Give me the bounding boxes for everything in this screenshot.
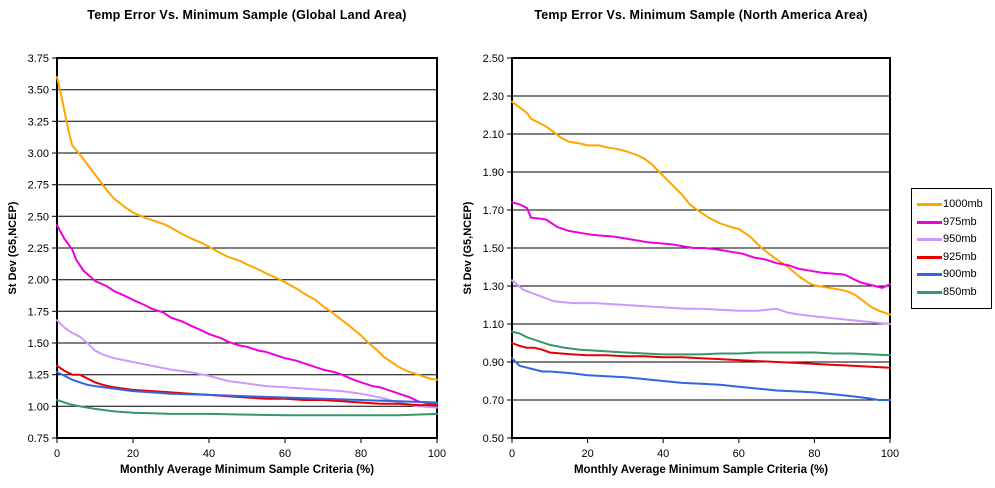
- legend-item-1000mb: 1000mb: [917, 196, 988, 214]
- y-tick-label: 2.75: [28, 180, 49, 192]
- legend-label: 850mb: [943, 285, 977, 298]
- legend-label: 1000mb: [943, 198, 983, 211]
- left-chart-x-axis-label: Monthly Average Minimum Sample Criteria …: [119, 464, 375, 476]
- right-chart-canvas: 2.50 2.30 2.10 1.90 1.70 1.50 1.30 1.10 0.90 0.70…: [483, 53, 900, 460]
- plot-border: [56, 57, 438, 439]
- x-tick-label: 20: [581, 448, 593, 460]
- legend-line-swatch-975mb: [917, 220, 942, 224]
- y-tick-label: 2.50: [483, 53, 504, 65]
- series-line-975mb: [56, 224, 438, 405]
- x-tick-label: 40: [657, 448, 669, 460]
- y-tick-label: 3.00: [28, 148, 49, 160]
- series-line-925mb: [511, 342, 891, 369]
- left-chart-title: Temp Error Vs. Minimum Sample (Global La…: [87, 8, 407, 22]
- legend-line-swatch-925mb: [917, 255, 942, 259]
- x-tick-label: 60: [733, 448, 745, 460]
- y-tick-label: 1.25: [28, 370, 49, 382]
- y-tick-label: 2.50: [28, 211, 49, 223]
- x-tick-label: 80: [355, 448, 367, 460]
- series-line-1000mb: [56, 76, 438, 381]
- series-line-975mb: [511, 201, 891, 289]
- y-tick-label: 2.00: [28, 275, 49, 287]
- y-tick-label: 1.70: [483, 205, 504, 217]
- legend-line-swatch-950mb: [917, 238, 942, 242]
- x-tick-label: 40: [203, 448, 215, 460]
- y-tick-label: 1.10: [483, 319, 504, 331]
- y-tick-label: 1.90: [483, 167, 504, 179]
- legend-item-925mb: 925mb: [917, 249, 988, 267]
- left-chart-canvas: 3.75 3.50 3.25 3.00 2.75 2.50 2.25 2.00 1.75 1.50…: [28, 53, 447, 460]
- legend-label: 950mb: [943, 233, 977, 246]
- legend-item-850mb: 850mb: [917, 284, 988, 302]
- y-tick-label: 3.25: [28, 116, 49, 128]
- y-tick-label: 0.75: [28, 433, 49, 445]
- legend-label: 975mb: [943, 215, 977, 228]
- y-tick-label: 1.50: [28, 338, 49, 350]
- series-line-850mb: [56, 399, 438, 417]
- series-line-1000mb: [511, 100, 891, 316]
- right-chart-title: Temp Error Vs. Minimum Sample (North Ame…: [534, 8, 868, 22]
- y-tick-label: 1.50: [483, 243, 504, 255]
- y-tick-label: 3.75: [28, 53, 49, 65]
- y-tick-label: 2.25: [28, 243, 49, 255]
- y-tick-label: 0.70: [483, 395, 504, 407]
- y-tick-label: 0.50: [483, 433, 504, 445]
- x-tick-label: 100: [428, 448, 446, 460]
- y-tick-label: 1.00: [28, 401, 49, 413]
- legend-box: 1000mb 975mb 950mb 925mb 900mb 850mb: [911, 188, 992, 309]
- legend-line-swatch-1000mb: [917, 203, 942, 207]
- legend-item-975mb: 975mb: [917, 214, 988, 232]
- series-line-950mb: [56, 319, 438, 409]
- x-tick-label: 0: [54, 448, 60, 460]
- series-line-925mb: [56, 364, 438, 407]
- y-tick-label: 3.50: [28, 85, 49, 97]
- y-tick-label: 2.30: [483, 91, 504, 103]
- legend-line-swatch-900mb: [917, 273, 942, 277]
- series-line-950mb: [511, 279, 891, 325]
- right-chart-x-axis-label: Monthly Average Minimum Sample Criteria …: [573, 464, 829, 476]
- y-tick-label: 1.30: [483, 281, 504, 293]
- x-tick-label: 0: [509, 448, 515, 460]
- x-tick-label: 60: [279, 448, 291, 460]
- y-tick-label: 0.90: [483, 357, 504, 369]
- legend-item-900mb: 900mb: [917, 266, 988, 284]
- legend-label: 925mb: [943, 250, 977, 263]
- y-tick-label: 2.10: [483, 129, 504, 141]
- x-tick-label: 80: [808, 448, 820, 460]
- series-line-900mb: [511, 357, 891, 401]
- series-line-900mb: [56, 371, 438, 404]
- x-tick-label: 20: [127, 448, 139, 460]
- series-line-850mb: [511, 330, 891, 357]
- legend-item-950mb: 950mb: [917, 231, 988, 249]
- x-tick-label: 100: [881, 448, 899, 460]
- y-tick-label: 1.75: [28, 306, 49, 318]
- legend-line-swatch-850mb: [917, 290, 942, 294]
- plot-border: [511, 57, 891, 439]
- legend-label: 900mb: [943, 268, 977, 281]
